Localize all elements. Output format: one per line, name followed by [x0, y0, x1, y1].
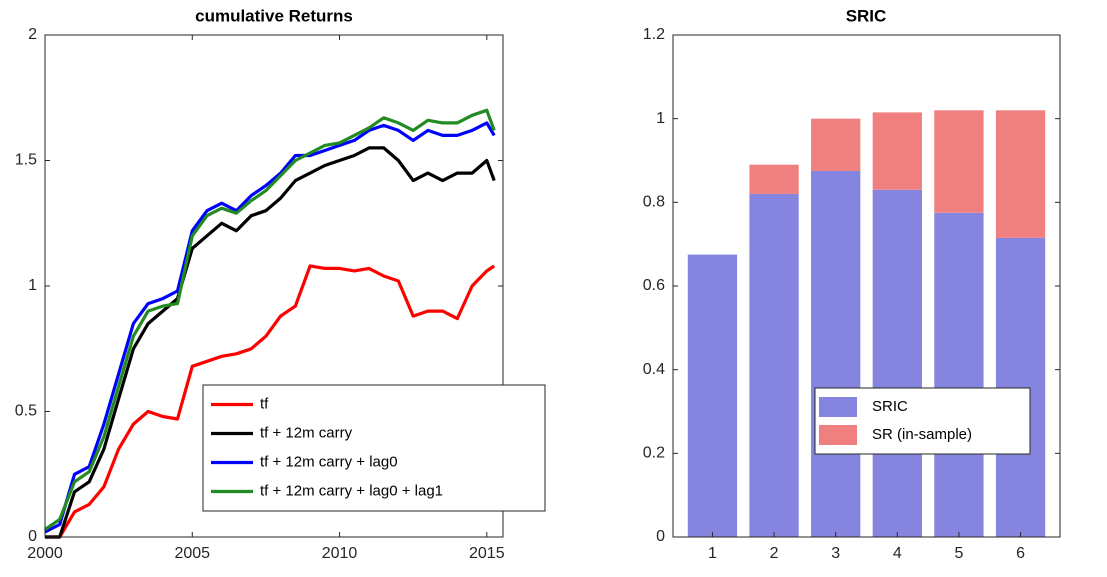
x-tick-label: 2015 — [469, 545, 505, 562]
x-tick-label: 2000 — [27, 545, 63, 562]
legend-swatch — [819, 425, 857, 445]
x-tick-label: 2005 — [174, 545, 210, 562]
bar-segment — [749, 164, 799, 194]
x-tick-label: 4 — [893, 545, 902, 562]
y-tick-label: 1.5 — [15, 152, 37, 169]
x-tick-label: 3 — [831, 545, 840, 562]
legend-label: SRIC — [872, 398, 908, 415]
bar-segment — [811, 118, 861, 171]
bar-segment — [934, 110, 984, 213]
x-tick-label: 2010 — [322, 545, 358, 562]
x-tick-label: 6 — [1016, 545, 1025, 562]
y-tick-label: 1 — [28, 277, 37, 294]
bar-segment — [811, 170, 861, 538]
y-tick-label: 0 — [28, 528, 37, 545]
y-tick-label: 0.8 — [643, 194, 665, 211]
bar-segment — [934, 212, 984, 537]
y-tick-label: 1.2 — [643, 26, 665, 43]
y-tick-label: 0.6 — [643, 277, 665, 294]
line-series — [44, 108, 496, 531]
x-tick-label: 1 — [708, 545, 717, 562]
y-tick-label: 0.4 — [643, 361, 665, 378]
legend-box — [202, 384, 546, 512]
legend-label: tf + 12m carry + lag0 + lag1 — [260, 482, 443, 499]
bar-segment — [995, 110, 1046, 238]
line-series — [44, 121, 496, 534]
legend-label: tf — [260, 395, 269, 412]
x-tick-label: 5 — [954, 545, 963, 562]
y-tick-label: 0.2 — [643, 445, 665, 462]
legend-label: SR (in-sample) — [872, 426, 972, 443]
bar-segment — [872, 112, 922, 190]
x-tick-label: 2 — [770, 545, 779, 562]
line-series — [45, 264, 496, 539]
bar-segment — [749, 193, 799, 537]
bar-segment — [872, 189, 922, 538]
chart-title: cumulative Returns — [195, 6, 353, 25]
legend-label: tf + 12m carry — [260, 424, 353, 441]
y-tick-label: 2 — [28, 26, 37, 43]
y-tick-label: 0 — [656, 528, 665, 545]
legend-swatch — [819, 397, 857, 417]
bar-segment — [687, 254, 738, 537]
line-series — [45, 146, 496, 539]
chart-title: SRIC — [846, 6, 887, 25]
bar-segment — [995, 237, 1046, 537]
legend-label: tf + 12m carry + lag0 — [260, 453, 398, 470]
y-tick-label: 1 — [656, 110, 665, 127]
y-tick-label: 0.5 — [15, 403, 37, 420]
